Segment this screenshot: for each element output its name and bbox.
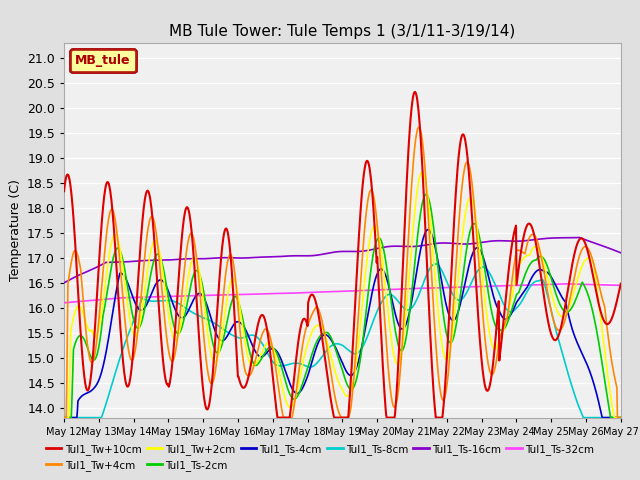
Tul1_Ts-16cm — [494, 238, 502, 244]
Tul1_Ts-8cm — [617, 415, 625, 420]
Tul1_Ts-32cm — [504, 283, 512, 288]
Tul1_Tw+10cm — [617, 281, 625, 287]
Tul1_Ts-32cm — [117, 295, 125, 301]
Tul1_Ts-2cm — [60, 415, 68, 420]
Tul1_Tw+4cm — [117, 271, 125, 276]
Tul1_Tw+10cm — [506, 262, 513, 267]
Legend: Tul1_Tw+10cm, Tul1_Tw+4cm, Tul1_Tw+2cm, Tul1_Ts-2cm, Tul1_Ts-4cm, Tul1_Ts-8cm, T: Tul1_Tw+10cm, Tul1_Tw+4cm, Tul1_Tw+2cm, … — [42, 439, 598, 475]
Line: Tul1_Ts-32cm: Tul1_Ts-32cm — [64, 284, 621, 303]
Tul1_Ts-16cm — [504, 238, 512, 244]
Tul1_Ts-2cm — [305, 360, 313, 366]
Tul1_Ts-32cm — [442, 285, 450, 290]
Y-axis label: Temperature (C): Temperature (C) — [8, 180, 22, 281]
Line: Tul1_Ts-16cm: Tul1_Ts-16cm — [64, 238, 621, 283]
Tul1_Ts-4cm — [117, 270, 125, 276]
Tul1_Tw+2cm — [60, 415, 68, 420]
Tul1_Ts-2cm — [495, 326, 502, 332]
Tul1_Ts-16cm — [617, 250, 625, 256]
Tul1_Ts-16cm — [117, 259, 125, 265]
Tul1_Ts-16cm — [442, 240, 450, 246]
Tul1_Tw+4cm — [495, 341, 502, 347]
Tul1_Tw+10cm — [495, 358, 503, 363]
Line: Tul1_Ts-2cm: Tul1_Ts-2cm — [64, 194, 621, 418]
Tul1_Ts-2cm — [422, 192, 430, 197]
Tul1_Ts-32cm — [60, 300, 68, 306]
Tul1_Ts-8cm — [443, 279, 451, 285]
Tul1_Tw+4cm — [60, 415, 68, 420]
Tul1_Tw+4cm — [505, 304, 513, 310]
Tul1_Ts-4cm — [495, 307, 502, 313]
Line: Tul1_Ts-4cm: Tul1_Ts-4cm — [64, 229, 621, 418]
Line: Tul1_Tw+2cm: Tul1_Tw+2cm — [64, 172, 621, 418]
Tul1_Ts-2cm — [505, 316, 513, 322]
Tul1_Tw+10cm — [306, 294, 314, 300]
Tul1_Ts-4cm — [617, 415, 625, 420]
Tul1_Tw+10cm — [117, 332, 125, 337]
Tul1_Ts-32cm — [305, 289, 313, 295]
Tul1_Ts-4cm — [305, 368, 313, 374]
Tul1_Tw+10cm — [412, 89, 419, 95]
Tul1_Ts-32cm — [562, 281, 570, 287]
Legend: MB_tule: MB_tule — [70, 49, 136, 72]
Tul1_Ts-16cm — [60, 280, 68, 286]
Tul1_Ts-8cm — [285, 361, 293, 367]
Tul1_Ts-2cm — [617, 415, 625, 420]
Tul1_Ts-8cm — [505, 309, 513, 314]
Tul1_Ts-4cm — [443, 305, 451, 311]
Tul1_Ts-4cm — [60, 415, 68, 420]
Tul1_Ts-8cm — [431, 261, 439, 267]
Tul1_Tw+2cm — [443, 356, 451, 362]
Tul1_Ts-8cm — [60, 415, 68, 420]
Tul1_Ts-4cm — [285, 379, 293, 385]
Line: Tul1_Ts-8cm: Tul1_Ts-8cm — [64, 264, 621, 418]
Tul1_Tw+2cm — [418, 169, 426, 175]
Tul1_Tw+2cm — [505, 306, 513, 312]
Tul1_Tw+4cm — [443, 383, 451, 388]
Tul1_Ts-16cm — [576, 235, 584, 240]
Tul1_Ts-2cm — [117, 250, 125, 255]
Title: MB Tule Tower: Tule Temps 1 (3/1/11-3/19/14): MB Tule Tower: Tule Temps 1 (3/1/11-3/19… — [169, 24, 516, 39]
Tul1_Tw+4cm — [415, 124, 423, 130]
Tul1_Tw+2cm — [117, 251, 125, 257]
Tul1_Ts-8cm — [305, 364, 313, 370]
Tul1_Tw+2cm — [285, 404, 293, 410]
Tul1_Tw+10cm — [60, 188, 68, 194]
Tul1_Ts-32cm — [494, 283, 502, 289]
Tul1_Tw+10cm — [444, 344, 451, 350]
Tul1_Ts-4cm — [505, 314, 513, 320]
Tul1_Ts-8cm — [117, 352, 125, 358]
Tul1_Tw+4cm — [285, 415, 293, 420]
Tul1_Ts-8cm — [495, 289, 502, 295]
Tul1_Ts-2cm — [443, 333, 451, 338]
Line: Tul1_Tw+4cm: Tul1_Tw+4cm — [64, 127, 621, 418]
Tul1_Tw+2cm — [305, 336, 313, 342]
Tul1_Tw+2cm — [617, 415, 625, 420]
Tul1_Ts-32cm — [285, 290, 293, 296]
Tul1_Ts-2cm — [285, 390, 293, 396]
Tul1_Ts-16cm — [285, 253, 293, 259]
Line: Tul1_Tw+10cm: Tul1_Tw+10cm — [64, 92, 621, 418]
Tul1_Tw+4cm — [305, 318, 313, 324]
Tul1_Ts-4cm — [424, 227, 432, 232]
Tul1_Tw+4cm — [617, 415, 625, 420]
Tul1_Tw+10cm — [286, 415, 294, 420]
Tul1_Ts-16cm — [305, 253, 313, 259]
Tul1_Ts-32cm — [617, 282, 625, 288]
Tul1_Tw+10cm — [274, 415, 282, 420]
Tul1_Tw+2cm — [495, 338, 502, 344]
